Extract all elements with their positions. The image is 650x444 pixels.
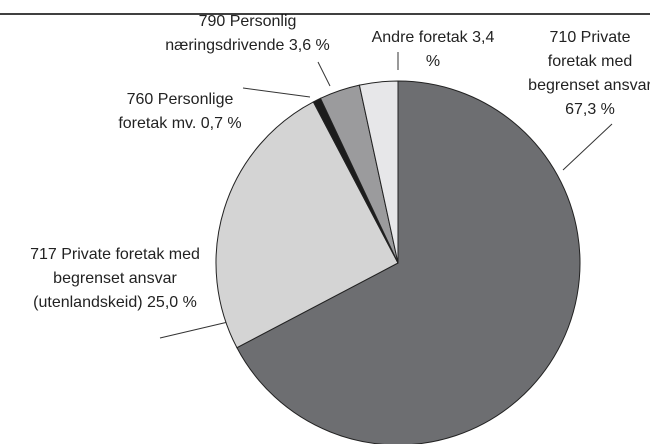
leader-line	[242, 87, 311, 98]
value-label: 25,0 %	[147, 294, 197, 311]
pie-slice	[236, 80, 581, 444]
category-label: 717 Private foretak med begrenset ansvar…	[30, 246, 200, 311]
value-label: 3,4 %	[425, 29, 495, 70]
value-label: 67,3 %	[565, 101, 615, 118]
category-label: 760 Personlige foretak mv.	[118, 91, 234, 132]
slice-label: 710 Private foretak med begrenset ansvar…	[528, 26, 650, 122]
leaders	[159, 52, 613, 339]
slice-label: Andre foretak 3,4 %	[368, 26, 498, 74]
pie-slice	[358, 80, 399, 264]
category-label: 790 Personlig næringsdrivende	[165, 13, 297, 54]
value-label: 0,7 %	[200, 115, 242, 132]
leader-line	[317, 61, 331, 87]
leader-line	[562, 123, 613, 171]
slice-label: 717 Private foretak med begrenset ansvar…	[20, 243, 210, 315]
category-label: Andre foretak	[371, 29, 468, 46]
slice-label: 790 Personlig næringsdrivende 3,6 %	[145, 10, 350, 58]
slice-label: 760 Personlige foretak mv. 0,7 %	[100, 88, 260, 136]
category-label: 710 Private foretak med begrenset ansvar	[528, 29, 650, 94]
pie-slice	[215, 101, 399, 349]
value-label: 3,6 %	[288, 37, 330, 54]
leader-line	[159, 321, 229, 339]
